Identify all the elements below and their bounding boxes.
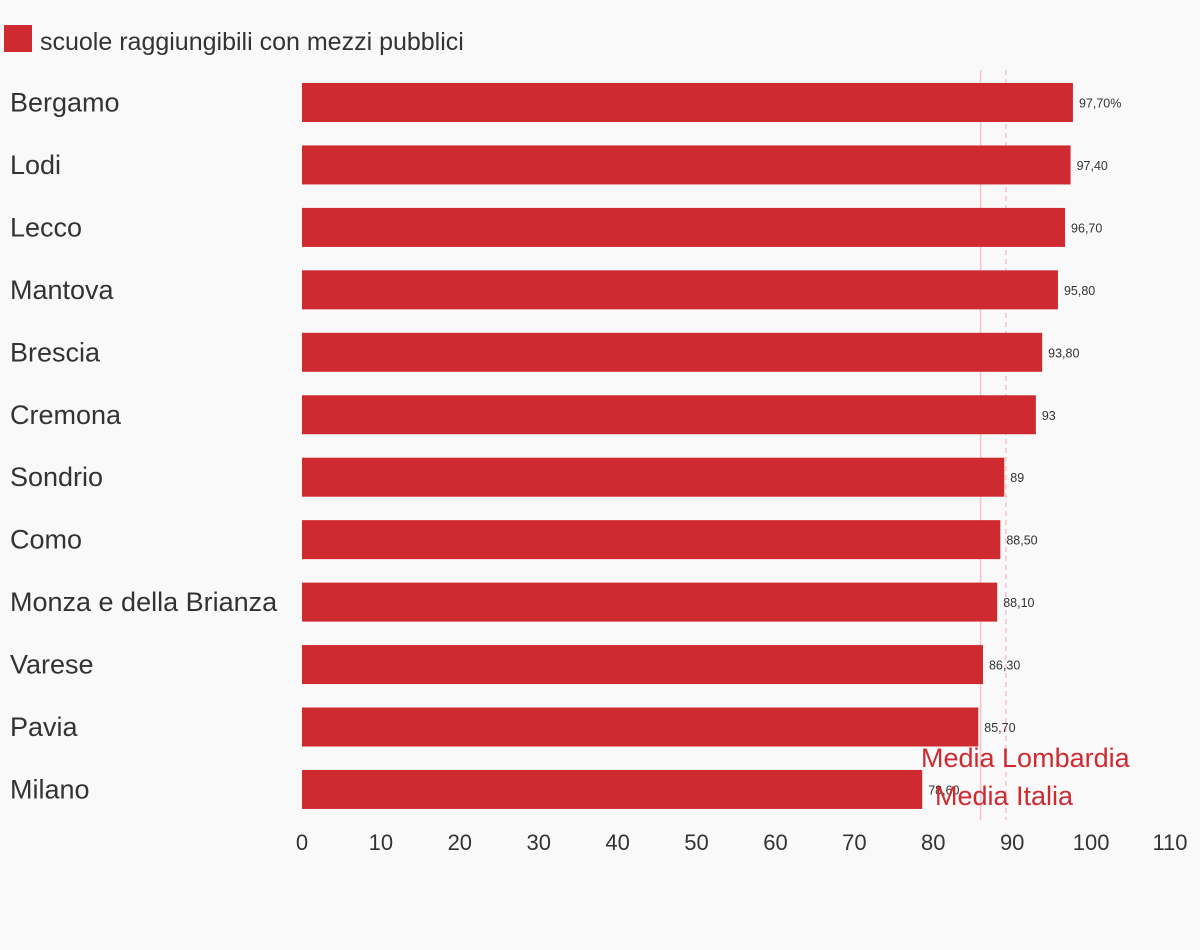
x-tick-label: 10 (369, 830, 393, 855)
x-tick-label: 100 (1073, 830, 1110, 855)
bar (302, 769, 923, 809)
category-label: Lodi (10, 150, 61, 180)
category-label: Monza e della Brianza (10, 587, 278, 617)
bar (302, 207, 1066, 247)
x-axis-ticks: 0 10 20 30 40 50 60 70 80 90 100 110 (296, 830, 1188, 855)
data-labels: 97,70% 97,40 96,70 95,80 93,80 93 89 88,50 88,10… (928, 97, 1121, 798)
bar (302, 520, 1001, 560)
bar (302, 145, 1071, 185)
category-label: Pavia (10, 712, 79, 742)
x-tick-label: 70 (842, 830, 866, 855)
data-label: 88,50 (1006, 534, 1037, 548)
data-label: 97,40 (1077, 159, 1108, 173)
category-label: Brescia (10, 337, 101, 367)
legend-swatch (4, 25, 32, 52)
data-label: 97,70% (1079, 97, 1121, 111)
category-label: Como (10, 525, 82, 555)
bars (302, 83, 1073, 809)
bar (302, 457, 1005, 497)
category-label: Milano (10, 774, 90, 804)
bar (302, 270, 1058, 310)
bar (302, 332, 1043, 372)
data-label: 95,80 (1064, 284, 1095, 298)
legend-label: scuole raggiungibili con mezzi pubblici (40, 28, 464, 56)
bar (302, 645, 983, 685)
category-label: Lecco (10, 212, 82, 242)
category-label: Mantova (10, 275, 115, 305)
category-label: Bergamo (10, 88, 120, 118)
data-label: 86,30 (989, 659, 1020, 673)
data-label: 93,80 (1048, 346, 1079, 360)
data-label: 96,70 (1071, 221, 1102, 235)
x-tick-label: 20 (448, 830, 472, 855)
x-tick-label: 50 (684, 830, 708, 855)
data-label: 85,70 (984, 721, 1015, 735)
data-label: 93 (1042, 409, 1056, 423)
reference-label-italia: Media Italia (935, 781, 1074, 811)
reference-label-lombardia: Media Lombardia (921, 743, 1131, 773)
reference-labels: Media Lombardia Media Italia (921, 743, 1131, 811)
x-tick-label: 110 (1152, 830, 1187, 855)
category-label: Cremona (10, 400, 122, 430)
category-label: Sondrio (10, 462, 103, 492)
bar (302, 582, 998, 622)
category-label: Varese (10, 650, 94, 680)
category-labels: Bergamo Lodi Lecco Mantova Brescia Cremona Son… (10, 88, 278, 805)
x-tick-label: 80 (921, 830, 945, 855)
data-label: 88,10 (1003, 596, 1034, 610)
bar (302, 83, 1073, 122)
x-tick-label: 0 (296, 830, 308, 855)
reference-lines (979, 70, 1007, 820)
x-tick-label: 60 (763, 830, 787, 855)
bar (302, 395, 1036, 435)
x-tick-label: 90 (1000, 830, 1024, 855)
x-tick-label: 40 (605, 830, 629, 855)
x-tick-label: 30 (526, 830, 550, 855)
bar (302, 707, 979, 747)
legend: scuole raggiungibili con mezzi pubblici (4, 25, 464, 56)
data-label: 78,60 (928, 783, 959, 797)
data-label: 89 (1010, 471, 1024, 485)
